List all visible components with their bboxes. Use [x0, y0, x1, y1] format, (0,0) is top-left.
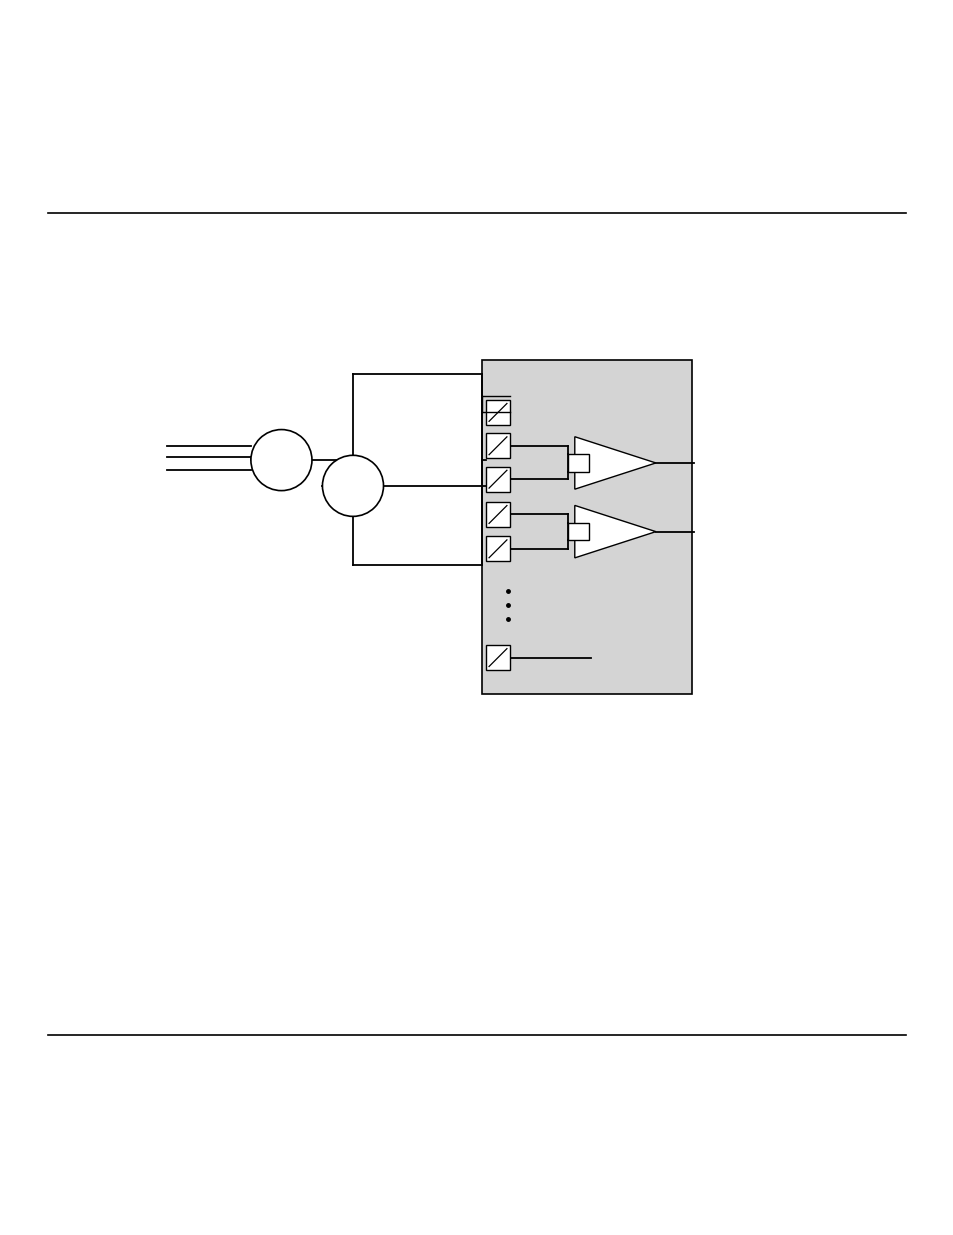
Polygon shape [574, 437, 655, 489]
Bar [567, 524, 588, 540]
Bar [485, 645, 510, 669]
Circle shape [322, 456, 383, 516]
Bar [485, 536, 510, 561]
Circle shape [251, 430, 312, 490]
Bar [485, 433, 510, 458]
Bar [485, 503, 510, 527]
Bar [485, 400, 510, 425]
Bar [485, 467, 510, 492]
Polygon shape [574, 505, 655, 558]
Bar [567, 454, 588, 472]
Bar [481, 359, 691, 694]
